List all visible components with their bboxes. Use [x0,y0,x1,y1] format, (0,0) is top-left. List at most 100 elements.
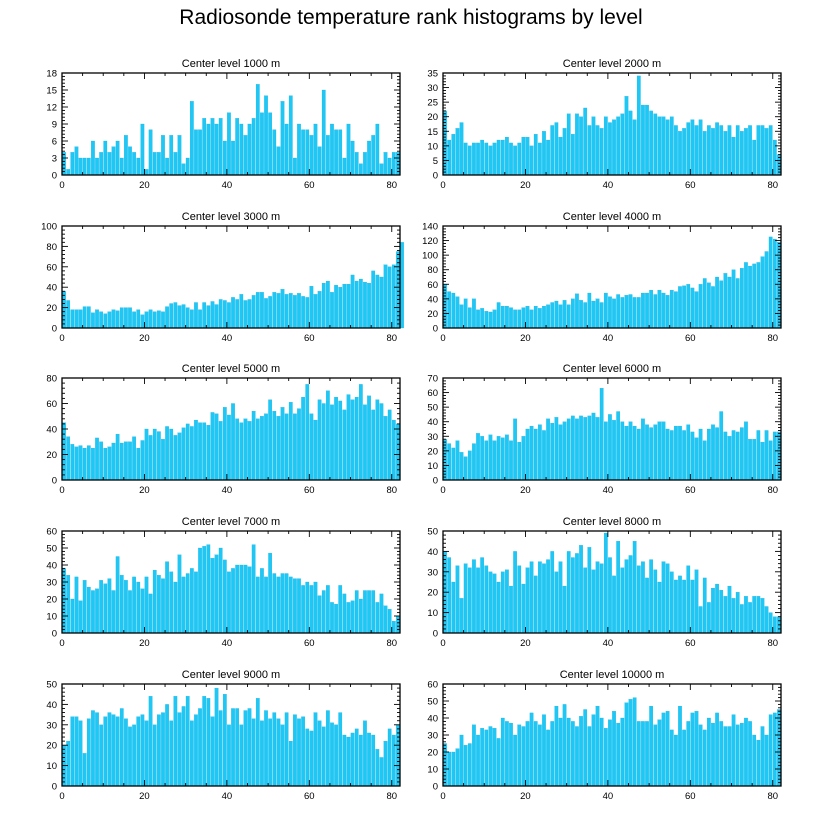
histogram-bar [599,128,604,176]
histogram-bar [124,135,128,176]
histogram-bar [342,157,347,176]
y-tick-label: 25 [427,98,438,109]
histogram-bar [760,256,765,329]
histogram-bar [455,296,460,329]
histogram-bar [529,712,534,787]
histogram-bar [280,573,285,634]
histogram-bar [620,113,625,176]
histogram-bar [334,724,338,787]
histogram-bar [698,606,703,634]
histogram-bar [612,575,616,634]
y-tick-label: 50 [46,544,57,555]
histogram-bar [194,714,198,787]
histogram-bar [338,712,343,787]
histogram-bar [554,300,559,329]
histogram-bar [210,558,215,634]
histogram-bar [95,588,99,634]
histogram-bar [678,286,682,329]
histogram-bar [500,437,505,481]
histogram-bar [136,157,141,176]
x-tick-label: 80 [767,333,778,344]
histogram-bar [764,734,769,787]
histogram-bar [752,139,757,176]
histogram-bar [194,419,198,481]
histogram-bar [760,726,765,787]
histogram-bar [665,428,670,481]
histogram-bar [317,720,322,787]
histogram-bar [255,84,260,176]
histogram-bar [330,292,334,329]
x-tick-label: 60 [304,791,315,802]
histogram-bar [674,425,678,481]
histogram-bar [243,300,248,329]
panel-title: Center level 8000 m [563,516,661,528]
histogram-bar [476,734,480,787]
histogram-bar [66,169,71,176]
histogram-bar [210,716,215,787]
histogram-bar [472,298,476,329]
histogram-bar [653,724,658,787]
histogram-bar [476,567,480,634]
histogram-bar [735,592,740,634]
histogram-bar [338,129,343,176]
histogram-bar [198,422,202,481]
histogram-bar [521,436,526,481]
histogram-bar [599,388,604,481]
histogram-bar [239,724,244,787]
histogram-bar [66,300,71,329]
histogram-bar [517,142,522,176]
histogram-bar [173,302,178,329]
histogram-bar [375,602,380,634]
histogram-bar [326,585,330,634]
histogram-bar [735,724,740,787]
histogram-bar [103,583,108,634]
histogram-bar [595,561,600,634]
histogram-bar [727,125,732,176]
x-tick-label: 60 [685,791,696,802]
panel-title: Center level 6000 m [563,363,661,375]
histogram-bar [383,416,388,481]
histogram-bar [641,292,645,329]
histogram-bar [313,294,318,329]
y-tick-label: 10 [427,461,438,472]
x-tick-label: 40 [222,638,233,649]
y-tick-label: 30 [46,720,57,731]
histogram-bar [165,426,169,481]
histogram-bar [566,113,571,176]
histogram-bar [379,757,384,787]
histogram-bar [558,304,563,329]
histogram-bar [103,716,108,787]
histogram-bar [484,565,489,634]
histogram-bar [690,287,695,329]
x-tick-label: 40 [222,791,233,802]
histogram-bar [148,593,153,634]
histogram-bar [661,421,666,481]
histogram-bar [682,729,686,787]
histogram-bar [496,139,501,176]
histogram-bar [185,573,190,634]
histogram-bar [140,440,145,481]
histogram-bar [70,598,75,634]
histogram-bar [768,125,773,176]
histogram-bar [529,145,534,176]
histogram-bar [525,721,530,787]
histogram-bar [247,421,252,481]
histogram-bar [702,440,707,481]
histogram-bar [264,298,268,329]
histogram-bar [309,135,314,176]
histogram-bar [136,309,141,329]
y-tick-label: 40 [46,425,57,436]
histogram-bar [119,307,124,329]
histogram-bar [744,262,748,329]
histogram-bar [674,734,678,787]
histogram-bar [566,304,571,329]
histogram-bar [744,596,748,634]
histogram-bar [505,569,509,634]
histogram-bar [70,444,75,481]
histogram-bar [542,131,546,176]
y-tick-label: 35 [427,69,438,80]
x-tick-label: 0 [440,791,445,802]
histogram-bar [264,576,268,634]
histogram-bar [272,129,277,176]
histogram-bar [463,456,468,481]
